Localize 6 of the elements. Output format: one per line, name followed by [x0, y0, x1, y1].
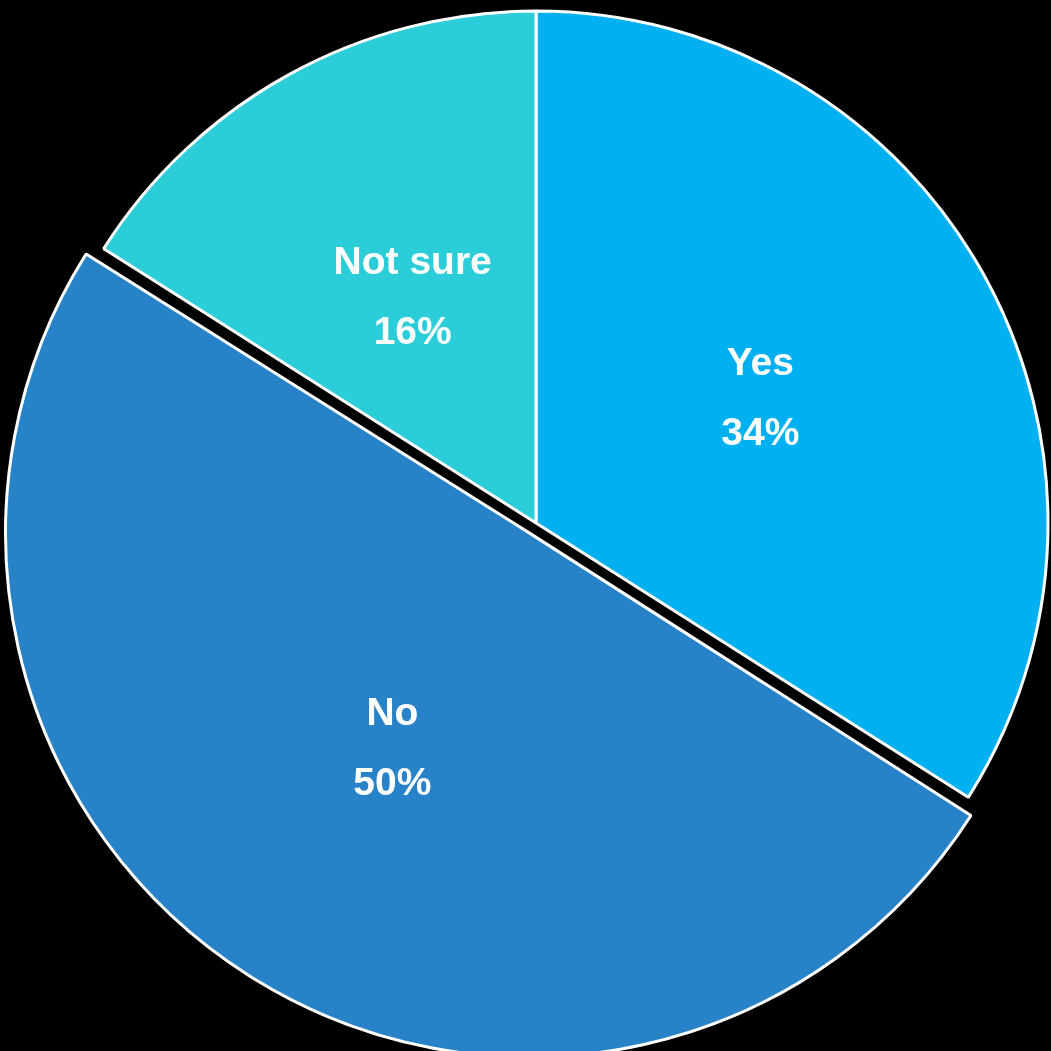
slice-label: Yes: [726, 340, 794, 384]
data-label: 34%: [721, 410, 800, 454]
slice-label: Not sure: [333, 239, 492, 283]
slice-label: No: [366, 690, 419, 734]
data-label: 16%: [373, 309, 452, 353]
data-label: 50%: [353, 760, 432, 804]
